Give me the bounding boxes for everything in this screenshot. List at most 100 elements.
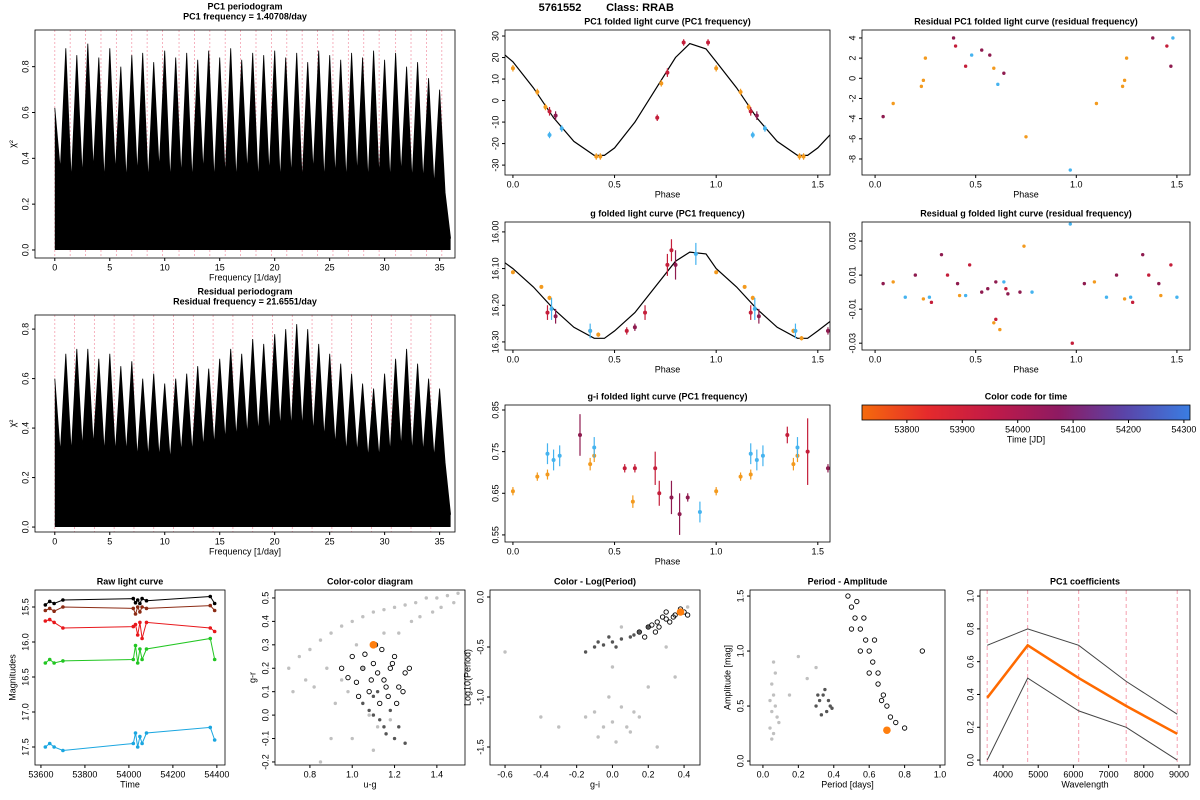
data-point	[1124, 56, 1129, 60]
data-point	[367, 708, 371, 713]
plot-area	[287, 591, 460, 764]
data-point	[655, 115, 660, 120]
x-tick-label: 1.0	[1070, 354, 1083, 364]
x-tick-label: -0.6	[497, 769, 513, 779]
series-line	[45, 605, 216, 616]
data-point	[592, 710, 597, 714]
data-point	[133, 643, 138, 648]
data-point	[133, 731, 138, 735]
data-point	[596, 735, 600, 739]
x-tick-label: 1.5	[812, 354, 825, 364]
series-line	[986, 677, 1178, 761]
x-tick-label: 53800	[894, 424, 919, 434]
x-axis-label: Phase	[655, 189, 681, 199]
data-point	[354, 643, 359, 647]
data-point	[452, 600, 456, 605]
data-point	[1122, 78, 1127, 83]
data-point	[770, 682, 774, 686]
x-tick-label: 35	[435, 262, 445, 272]
data-point	[969, 53, 974, 57]
y-tick-label: 0.5	[260, 592, 270, 605]
data-point	[684, 612, 691, 618]
data-point	[140, 657, 144, 662]
data-point	[135, 633, 140, 637]
data-point	[212, 608, 217, 613]
x-tick-label: 54000	[1005, 424, 1030, 434]
data-point	[547, 109, 552, 114]
x-tick-label: -0.2	[569, 769, 585, 779]
data-point	[750, 132, 755, 137]
data-point	[346, 689, 350, 694]
data-point	[848, 604, 855, 610]
data-point	[988, 53, 992, 57]
data-point	[445, 593, 450, 598]
y-tick-label: -10	[490, 116, 500, 129]
plot-frame	[34, 29, 456, 259]
series-line	[44, 595, 216, 606]
data-point	[870, 659, 876, 665]
data-point	[403, 741, 407, 745]
y-tick-label: 0.2	[260, 662, 270, 675]
x-tick-label: 6000	[1063, 769, 1083, 779]
data-point	[777, 720, 781, 725]
data-point	[706, 40, 711, 45]
y-tick-label: 0.3	[260, 639, 270, 652]
data-point	[875, 681, 881, 687]
series-line	[987, 628, 1178, 715]
x-tick-label: 1.2	[388, 769, 401, 779]
data-point	[693, 251, 698, 256]
data-point	[312, 685, 316, 689]
data-point	[775, 715, 779, 719]
y-tick-label: 0.65	[490, 485, 500, 503]
data-point	[1104, 295, 1109, 299]
data-point	[138, 647, 142, 651]
data-point	[628, 730, 633, 734]
data-point	[549, 306, 554, 311]
plot-area	[43, 594, 217, 753]
plot-area	[862, 405, 1190, 420]
data-point	[681, 40, 686, 45]
data-point	[891, 280, 895, 284]
data-point	[953, 44, 958, 48]
data-point	[980, 290, 984, 294]
panel: Residual g folded light curve (residual …	[847, 208, 1191, 374]
data-point	[655, 745, 659, 749]
data-point	[714, 66, 719, 71]
y-tick-label: 1.5	[735, 590, 745, 603]
plot-area	[54, 315, 451, 532]
y-tick-label: 0.1	[260, 685, 270, 698]
y-tick-label: -20	[490, 137, 500, 150]
plot-frame	[979, 589, 1191, 766]
data-point	[669, 495, 674, 500]
panel-title: PC1 coefficients	[1050, 576, 1120, 586]
x-tick-label: 0.2	[792, 769, 805, 779]
data-point	[371, 748, 376, 752]
data-point	[632, 325, 637, 330]
data-point	[652, 629, 659, 635]
data-point	[350, 736, 354, 741]
x-tick-label: 53600	[28, 769, 53, 779]
data-point	[456, 591, 460, 595]
y-tick-label: 17.5	[20, 738, 30, 756]
x-tick-label: 1.0	[346, 769, 359, 779]
data-point	[619, 705, 624, 709]
y-tick-label: 0.6	[965, 655, 975, 668]
y-tick-label: 0.5	[735, 700, 745, 713]
x-tick-label: 1.0	[934, 769, 947, 779]
data-point	[43, 745, 48, 749]
data-point	[1092, 280, 1097, 284]
y-tick-label: -0.01	[847, 299, 857, 320]
data-point	[140, 596, 144, 601]
data-point	[814, 704, 818, 708]
data-point	[845, 593, 851, 599]
data-point	[1068, 222, 1072, 226]
data-point	[144, 606, 149, 611]
data-point	[503, 650, 507, 654]
data-point	[47, 617, 52, 622]
y-tick-label: -1.5	[475, 739, 485, 755]
x-tick-label: 1.0	[1070, 179, 1083, 189]
data-point	[632, 710, 636, 714]
data-point	[628, 635, 633, 639]
plot-area	[881, 36, 1175, 172]
